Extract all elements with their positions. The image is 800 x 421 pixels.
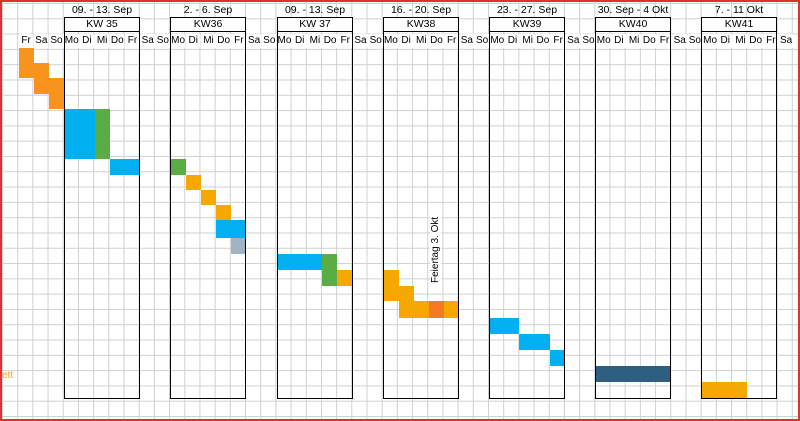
day-label: Mi <box>627 34 642 48</box>
week-column-frame <box>64 32 140 399</box>
task-bar-gray[interactable] <box>231 238 246 254</box>
week-date-header: 23. - 27. Sep <box>496 4 558 16</box>
day-label: Di <box>718 34 733 48</box>
task-bar-cyan[interactable] <box>64 109 95 159</box>
day-label: Do <box>110 34 125 48</box>
task-bar-cyan[interactable] <box>216 220 246 238</box>
day-label: Di <box>611 34 626 48</box>
day-label: Do <box>216 34 231 48</box>
day-label: Di <box>505 34 520 48</box>
week-date-header: 7. - 11 Okt <box>714 4 764 16</box>
day-label: Di <box>399 34 414 48</box>
task-bar-orange[interactable] <box>34 63 49 94</box>
day-label: Sa <box>353 34 368 48</box>
day-label: Mo <box>490 34 505 48</box>
week-number-header: KW39 <box>489 17 565 32</box>
task-bar-gold[interactable] <box>399 301 429 318</box>
day-label: So <box>368 34 383 48</box>
task-bar-gold[interactable] <box>186 175 201 190</box>
day-label: Mi <box>307 34 322 48</box>
day-label: Mi <box>733 34 748 48</box>
week-column-frame <box>170 32 246 399</box>
task-bar-cyan[interactable] <box>277 254 322 270</box>
day-label: Sa <box>672 34 687 48</box>
day-label: Mo <box>703 34 718 48</box>
day-label: Sa <box>779 34 794 48</box>
day-label: Do <box>642 34 657 48</box>
task-bar-deep-orange[interactable] <box>429 301 444 318</box>
day-label: Fr <box>657 34 672 48</box>
task-bar-gold[interactable] <box>701 382 747 398</box>
task-bar-gold[interactable] <box>383 270 399 301</box>
day-label: So <box>581 34 596 48</box>
day-label: Do <box>429 34 444 48</box>
day-label: Mo <box>171 34 186 48</box>
task-bar-green[interactable] <box>170 159 186 175</box>
day-label: Mo <box>596 34 611 48</box>
week-date-header: 16. - 20. Sep <box>390 4 452 16</box>
day-label: Fr <box>444 34 459 48</box>
day-label: Mo <box>64 34 79 48</box>
week-date-header: 09. - 13. Sep <box>71 4 133 16</box>
task-bar-gold[interactable] <box>399 286 414 301</box>
task-bar-gold[interactable] <box>201 190 216 205</box>
task-bar-cyan[interactable] <box>519 334 550 350</box>
day-label: Mo <box>277 34 292 48</box>
day-label: Do <box>323 34 338 48</box>
week-number-header: KW40 <box>595 17 671 32</box>
week-date-header: 30. Sep - 4 Okt <box>597 4 669 16</box>
task-bar-cyan[interactable] <box>550 350 565 366</box>
task-bar-gold[interactable] <box>216 205 231 220</box>
day-label: So <box>155 34 170 48</box>
task-bar-navy[interactable] <box>595 366 671 382</box>
day-label: Fr <box>338 34 353 48</box>
day-label: Fr <box>763 34 778 48</box>
day-label: Di <box>79 34 94 48</box>
day-label: Sa <box>566 34 581 48</box>
day-label: So <box>49 34 64 48</box>
task-bar-gold[interactable] <box>444 301 459 318</box>
day-label: Fr <box>551 34 566 48</box>
day-label: So <box>475 34 490 48</box>
week-date-header: 2. - 6. Sep <box>183 4 233 16</box>
day-label: Do <box>748 34 763 48</box>
week-number-header: KW 35 <box>64 17 140 32</box>
day-label: Mi <box>201 34 216 48</box>
task-bar-green[interactable] <box>95 109 110 159</box>
week-number-header: KW 37 <box>277 17 353 32</box>
day-label: Mo <box>383 34 398 48</box>
day-label: Sa <box>34 34 49 48</box>
week-number-header: KW38 <box>383 17 459 32</box>
day-label: Sa <box>247 34 262 48</box>
day-label: Mi <box>520 34 535 48</box>
task-bar-cyan[interactable] <box>110 159 140 175</box>
day-label: Fr <box>19 34 34 48</box>
day-label: Mi <box>414 34 429 48</box>
day-label: Sa <box>459 34 474 48</box>
day-label: So <box>687 34 702 48</box>
day-label: Di <box>292 34 307 48</box>
day-label: So <box>262 34 277 48</box>
week-date-header: 09. - 13. Sep <box>284 4 346 16</box>
day-label: Fr <box>125 34 140 48</box>
task-bar-green[interactable] <box>322 254 337 286</box>
task-bar-orange[interactable] <box>49 78 64 109</box>
cut-off-cell-text: ett <box>2 370 14 381</box>
day-label: Sa <box>140 34 155 48</box>
holiday-note: Feiertag 3. Okt <box>430 214 441 285</box>
day-label: Fr <box>231 34 246 48</box>
task-bar-cyan[interactable] <box>489 318 519 334</box>
task-bar-gold[interactable] <box>337 270 353 286</box>
week-number-header: KW41 <box>701 17 777 32</box>
task-bar-orange[interactable] <box>19 48 34 78</box>
week-column-frame <box>277 32 353 399</box>
day-label: Mi <box>95 34 110 48</box>
day-label: Do <box>535 34 550 48</box>
week-number-header: KW36 <box>170 17 246 32</box>
week-column-frame <box>701 32 777 399</box>
week-column-frame <box>595 32 671 399</box>
week-column-frame <box>383 32 459 399</box>
day-label: Di <box>186 34 201 48</box>
